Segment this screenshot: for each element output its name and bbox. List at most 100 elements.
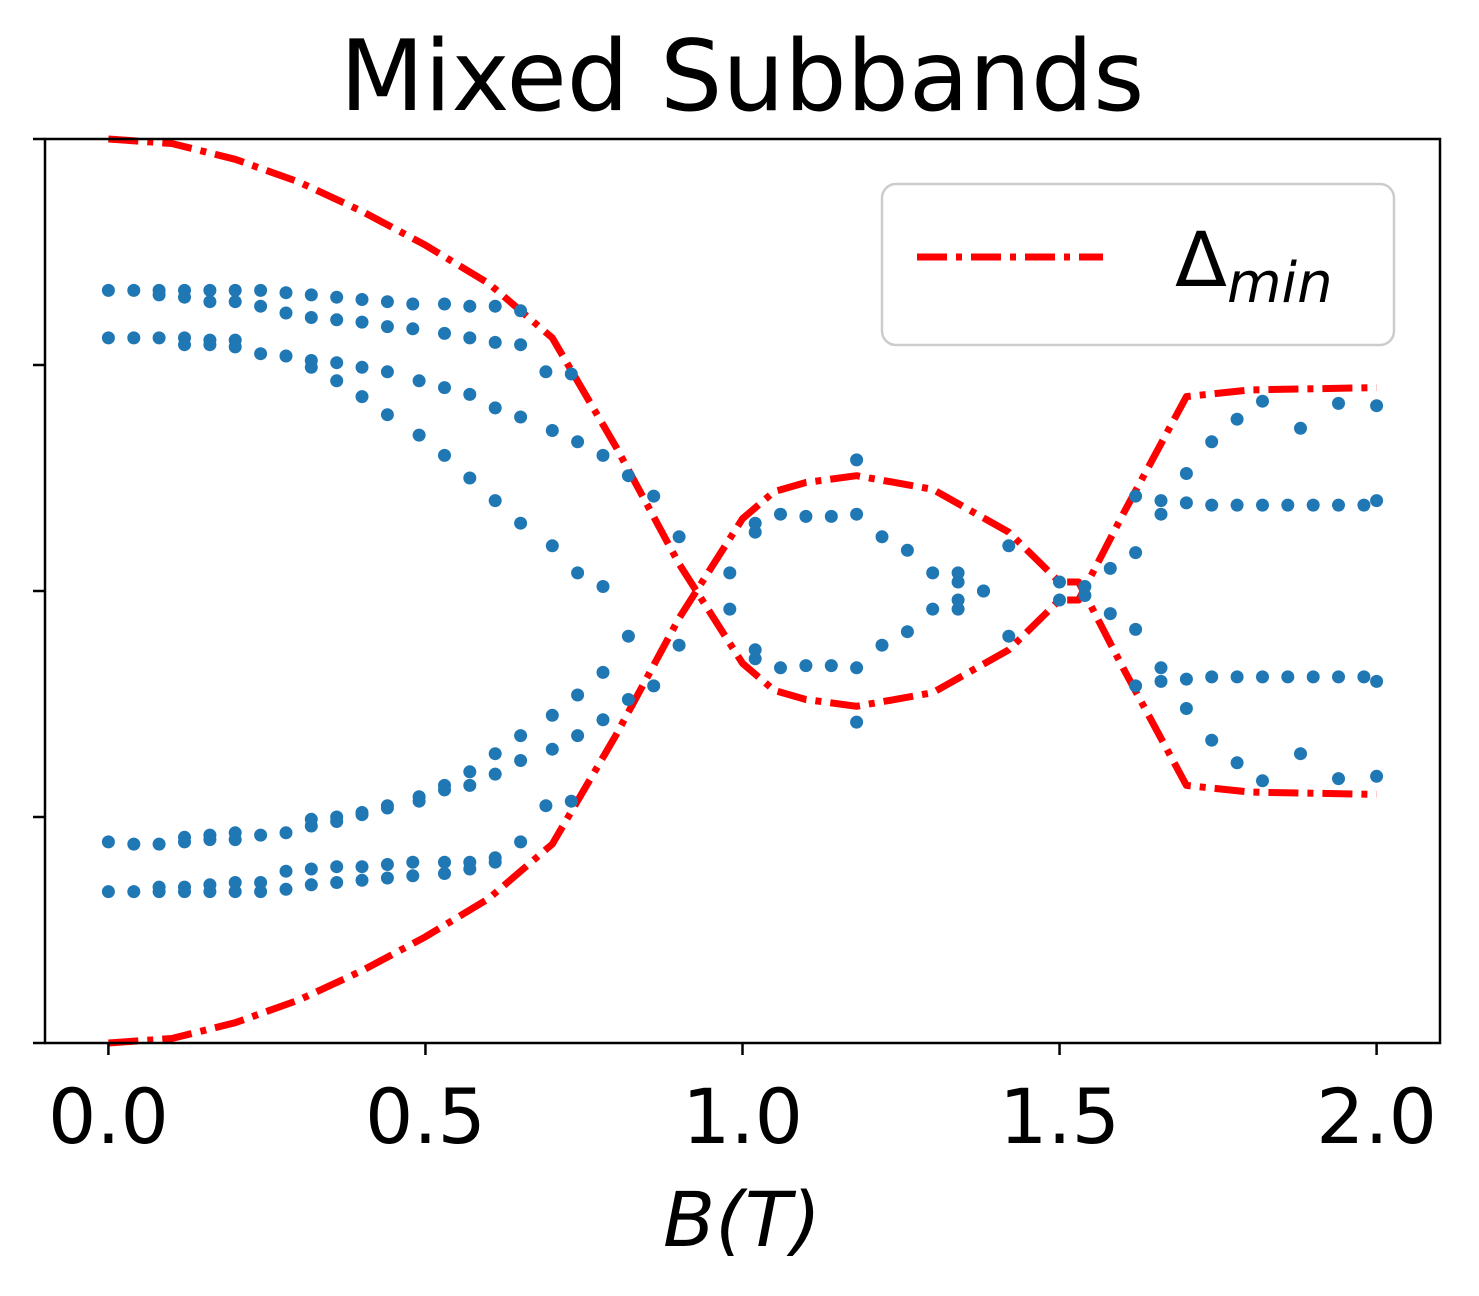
data-point	[304, 311, 318, 324]
data-point	[1281, 498, 1295, 512]
data-point	[330, 374, 344, 388]
data-point	[723, 602, 737, 616]
data-point	[1256, 394, 1269, 408]
data-point	[1370, 769, 1384, 783]
data-point	[1281, 670, 1295, 684]
data-point	[279, 826, 293, 840]
data-point	[127, 283, 141, 297]
data-point	[1179, 496, 1193, 510]
x-tick-label: 1.0	[682, 1072, 803, 1161]
data-point	[545, 708, 559, 722]
data-point	[672, 638, 686, 652]
x-axis-label-unit: T	[745, 1175, 797, 1264]
data-point	[850, 507, 864, 521]
data-point	[723, 566, 737, 580]
data-point	[1256, 670, 1269, 684]
legend-label-main: Δ	[1175, 215, 1227, 304]
series-line-delta_min_upper	[108, 135, 1377, 710]
data-point	[1294, 421, 1307, 435]
data-point	[355, 860, 369, 874]
data-point	[850, 453, 864, 467]
data-point	[748, 643, 762, 657]
data-point	[596, 448, 610, 462]
data-point	[101, 835, 115, 849]
data-point	[1332, 396, 1345, 410]
data-point	[571, 435, 585, 449]
data-point	[596, 713, 610, 727]
data-point	[1205, 435, 1219, 449]
data-point	[1230, 756, 1244, 770]
legend-label-subscript: min	[1227, 251, 1333, 316]
data-point	[596, 665, 610, 679]
data-point	[647, 489, 661, 503]
data-point	[951, 602, 965, 616]
data-point	[330, 860, 344, 874]
data-point	[406, 855, 420, 869]
data-point	[228, 283, 242, 297]
data-point	[1370, 494, 1384, 508]
x-tick-label: 0.5	[365, 1072, 486, 1161]
x-axis-label-close-paren: )	[786, 1175, 821, 1264]
data-point	[1306, 670, 1320, 684]
data-point	[1103, 561, 1117, 575]
data-point	[203, 878, 217, 892]
data-point	[672, 530, 686, 544]
x-tick-label: 0.0	[48, 1072, 169, 1161]
data-point	[1002, 629, 1016, 643]
data-point	[279, 882, 293, 896]
data-point	[539, 799, 553, 813]
data-point	[330, 876, 344, 889]
data-point	[1078, 580, 1092, 593]
data-point	[304, 862, 318, 876]
data-point	[1294, 747, 1307, 761]
data-point	[748, 516, 762, 530]
data-point	[774, 507, 787, 521]
data-point	[438, 448, 451, 462]
data-point	[152, 880, 166, 894]
data-point	[977, 584, 990, 598]
data-point	[127, 837, 141, 851]
data-point	[279, 306, 293, 320]
data-point	[254, 299, 268, 313]
data-point	[488, 851, 502, 865]
data-point	[380, 871, 394, 885]
data-point	[539, 365, 553, 379]
data-point	[254, 828, 268, 842]
data-point	[900, 625, 914, 639]
data-point	[412, 428, 426, 442]
series-line-delta_min_lower	[108, 472, 1377, 1047]
data-point	[926, 566, 940, 580]
data-point	[412, 374, 426, 388]
data-point	[1256, 774, 1269, 788]
data-point	[1357, 670, 1371, 684]
data-point	[1179, 702, 1193, 715]
data-point	[330, 356, 344, 370]
data-point	[127, 885, 141, 899]
data-point	[228, 885, 242, 899]
data-point	[254, 283, 268, 297]
data-point	[545, 539, 559, 553]
data-point	[621, 629, 635, 643]
data-point	[304, 812, 318, 826]
data-point	[875, 638, 889, 652]
data-point	[152, 331, 166, 345]
data-point	[380, 320, 394, 334]
data-point	[926, 602, 940, 616]
data-point	[380, 295, 394, 309]
data-point	[1154, 507, 1168, 521]
data-point	[621, 693, 635, 706]
data-point	[101, 331, 115, 345]
data-point	[406, 322, 420, 336]
data-point	[178, 880, 191, 894]
data-point	[824, 659, 838, 673]
data-point	[488, 335, 502, 349]
data-point	[355, 360, 369, 374]
data-point	[596, 580, 610, 593]
data-point	[571, 729, 585, 743]
data-point	[380, 408, 394, 422]
data-point	[488, 401, 502, 415]
data-point	[152, 837, 166, 851]
data-point	[463, 765, 477, 779]
data-point	[355, 293, 369, 306]
x-tick-label: 2.0	[1316, 1072, 1437, 1161]
